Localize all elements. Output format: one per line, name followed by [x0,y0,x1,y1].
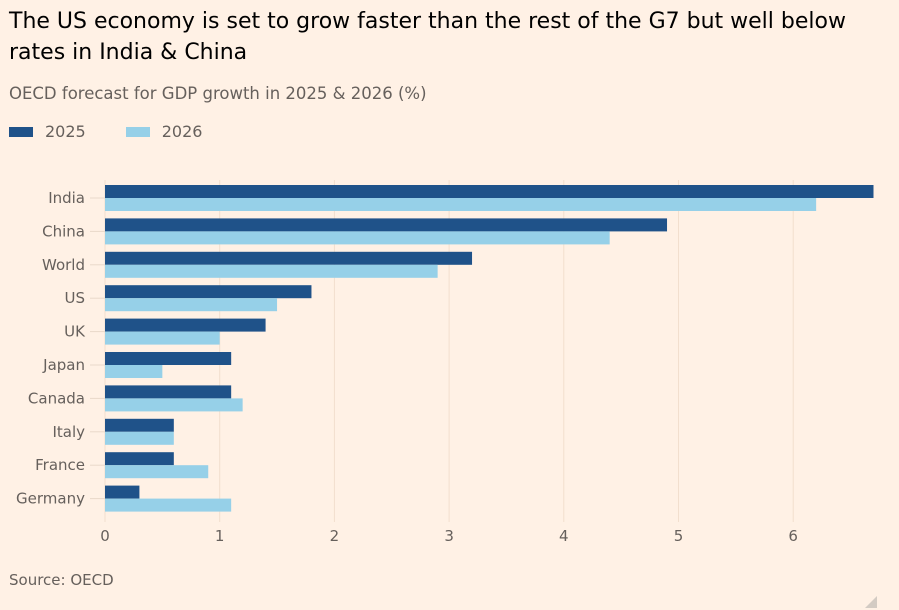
legend-item-2025: 2025 [9,122,86,141]
legend-label-2025: 2025 [45,122,86,141]
category-label: Canada [28,389,85,407]
legend-item-2026: 2026 [125,122,203,141]
category-label: World [42,256,85,274]
category-label: China [42,222,85,240]
legend-swatch-2025 [9,126,33,137]
bar-2025-uk [105,318,266,332]
x-tick-label: 6 [788,527,798,545]
bar-2025-china [105,218,668,232]
legend-label-2026: 2026 [161,122,203,141]
category-label: US [64,289,85,307]
category-label: France [35,456,85,474]
bar-2025-france [105,452,174,466]
category-label: Italy [52,423,85,441]
bar-2026-world [105,264,438,278]
bar-2026-india [105,198,817,211]
legend-swatch-2026 [125,126,150,137]
bar-2026-italy [105,431,174,445]
resize-corner-icon [865,596,877,608]
source-note: Source: OECD [9,571,114,589]
bar-2025-world [105,251,473,265]
legend: 2025 2026 [9,122,242,141]
bar-2026-uk [105,331,220,345]
x-tick-label: 0 [100,527,110,545]
bar-2026-china [105,231,610,245]
bar-2025-india [105,185,874,198]
x-tick-label: 4 [559,527,569,545]
chart-subtitle: OECD forecast for GDP growth in 2025 & 2… [9,84,427,103]
bar-2026-us [105,298,278,312]
category-label: Germany [16,490,85,508]
chart-title: The US economy is set to grow faster tha… [9,9,846,65]
x-tick-label: 1 [215,527,225,545]
bar-2025-italy [105,418,174,432]
bar-2026-canada [105,398,243,412]
x-tick-label: 3 [444,527,454,545]
bar-2025-us [105,285,312,299]
category-label: UK [64,323,86,341]
x-tick-label: 2 [330,527,340,545]
bar-chart: 0 1 2 3 4 5 6 India China World US UK Japan Canada Ita… [16,180,874,545]
bar-2026-japan [105,365,163,378]
category-label: Japan [42,356,85,374]
bar-2025-japan [105,352,232,365]
x-tick-label: 5 [674,527,684,545]
bar-2026-germany [105,498,232,512]
bar-2025-germany [105,485,140,499]
bar-2026-france [105,465,209,479]
category-label: India [48,189,85,207]
bar-2025-canada [105,385,232,399]
